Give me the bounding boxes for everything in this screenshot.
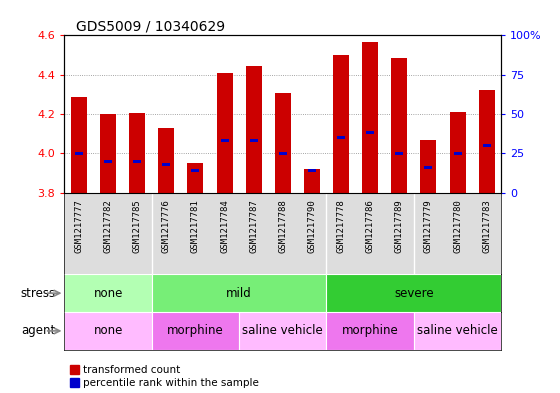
Bar bbox=[152, 312, 239, 350]
Text: none: none bbox=[94, 286, 123, 300]
Text: GSM1217786: GSM1217786 bbox=[366, 199, 375, 253]
Bar bbox=[221, 139, 228, 142]
Text: GSM1217776: GSM1217776 bbox=[162, 199, 171, 253]
Text: morphine: morphine bbox=[167, 324, 224, 338]
Bar bbox=[152, 274, 326, 312]
Bar bbox=[75, 152, 83, 155]
Bar bbox=[250, 139, 258, 142]
Text: GSM1217780: GSM1217780 bbox=[453, 199, 462, 253]
Bar bbox=[239, 312, 326, 350]
Text: saline vehicle: saline vehicle bbox=[417, 324, 498, 338]
Text: GSM1217784: GSM1217784 bbox=[220, 199, 229, 253]
Text: GSM1217782: GSM1217782 bbox=[104, 199, 113, 253]
Bar bbox=[333, 55, 349, 193]
Bar bbox=[217, 73, 232, 193]
Bar bbox=[414, 312, 501, 350]
Text: GDS5009 / 10340629: GDS5009 / 10340629 bbox=[76, 19, 225, 33]
Text: mild: mild bbox=[226, 286, 252, 300]
Text: agent: agent bbox=[21, 324, 55, 338]
Bar bbox=[337, 136, 345, 139]
Bar bbox=[326, 274, 501, 312]
Text: GSM1217779: GSM1217779 bbox=[424, 199, 433, 253]
Bar bbox=[366, 131, 374, 134]
Bar bbox=[192, 169, 199, 172]
Text: morphine: morphine bbox=[342, 324, 399, 338]
Bar bbox=[246, 66, 262, 193]
Bar bbox=[158, 128, 174, 193]
Legend: transformed count, percentile rank within the sample: transformed count, percentile rank withi… bbox=[69, 365, 259, 388]
Bar bbox=[188, 163, 203, 193]
Text: GSM1217781: GSM1217781 bbox=[191, 199, 200, 253]
Bar bbox=[129, 113, 145, 193]
Bar bbox=[391, 58, 407, 193]
Text: none: none bbox=[94, 324, 123, 338]
Text: GSM1217777: GSM1217777 bbox=[74, 199, 83, 253]
Text: GSM1217783: GSM1217783 bbox=[482, 199, 491, 253]
Bar bbox=[275, 93, 291, 193]
Bar bbox=[64, 312, 152, 350]
Text: severe: severe bbox=[394, 286, 433, 300]
Bar bbox=[133, 160, 141, 163]
Bar bbox=[104, 160, 112, 163]
Bar bbox=[279, 152, 287, 155]
Text: GSM1217778: GSM1217778 bbox=[337, 199, 346, 253]
Text: GSM1217785: GSM1217785 bbox=[133, 199, 142, 253]
Text: stress: stress bbox=[21, 286, 55, 300]
Text: GSM1217790: GSM1217790 bbox=[307, 199, 316, 253]
Bar bbox=[304, 169, 320, 193]
Bar bbox=[326, 312, 414, 350]
Text: GSM1217788: GSM1217788 bbox=[278, 199, 287, 253]
Bar bbox=[64, 274, 152, 312]
Bar bbox=[454, 152, 461, 155]
Bar bbox=[100, 114, 116, 193]
Text: GSM1217787: GSM1217787 bbox=[249, 199, 258, 253]
Bar bbox=[71, 97, 87, 193]
Bar bbox=[395, 152, 403, 155]
Bar bbox=[308, 169, 316, 172]
Text: saline vehicle: saline vehicle bbox=[242, 324, 323, 338]
Bar bbox=[424, 166, 432, 169]
Bar bbox=[162, 163, 170, 166]
Bar bbox=[362, 42, 378, 193]
Bar bbox=[450, 112, 465, 193]
Text: GSM1217789: GSM1217789 bbox=[395, 199, 404, 253]
Bar bbox=[421, 140, 436, 193]
Bar bbox=[483, 144, 491, 147]
Bar bbox=[479, 90, 494, 193]
